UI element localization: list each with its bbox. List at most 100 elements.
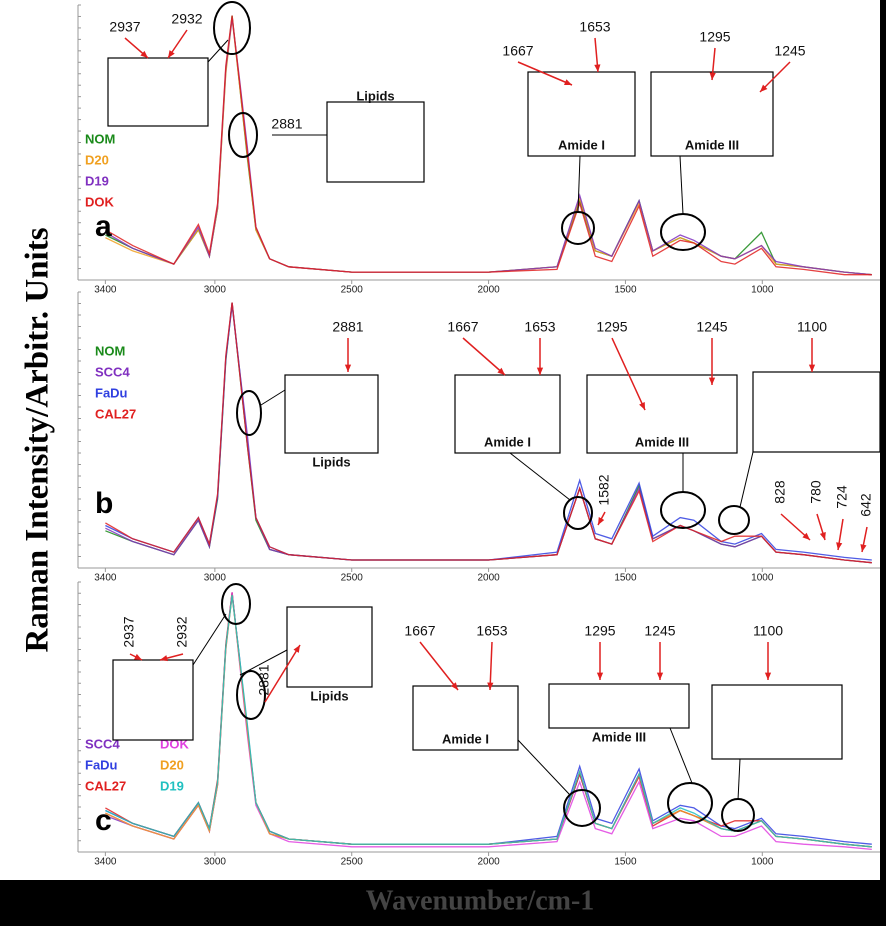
peak-arrowhead	[802, 532, 810, 540]
connector	[239, 649, 288, 676]
inset-box	[112, 659, 194, 741]
peak-label: 2937	[121, 616, 137, 647]
inset-box	[284, 374, 379, 454]
x-axis-label: Wavenumber/cm-1	[366, 885, 595, 916]
peak-arrowhead	[860, 544, 867, 552]
connector	[509, 452, 571, 501]
panel-label: a	[95, 210, 112, 243]
peak-arrowhead	[293, 645, 300, 653]
peak-label: 724	[834, 485, 850, 509]
inset-box	[286, 606, 373, 688]
connector	[517, 739, 571, 796]
peak-arrow	[517, 61, 573, 86]
inset-box	[752, 371, 881, 453]
peak-label: 1582	[596, 474, 612, 505]
peak-arrowhead	[344, 364, 352, 372]
peak-arrowhead	[656, 672, 664, 680]
highlight-circle	[213, 1, 251, 55]
inset-label: Amide III	[635, 434, 689, 449]
x-tick-label: 3000	[204, 285, 227, 296]
panel-label: b	[95, 487, 113, 520]
x-tick-label: 1500	[614, 285, 637, 296]
peak-label: 1653	[579, 19, 610, 35]
y-axis-label: Raman Intensity/Arbitr. Units	[20, 227, 56, 652]
peak-arrowhead	[708, 377, 716, 385]
highlight-circle	[236, 670, 266, 720]
highlight-circle	[667, 782, 713, 824]
x-tick-label: 1500	[614, 857, 637, 868]
x-tick-label: 2000	[477, 573, 500, 584]
highlight-circle	[563, 789, 601, 827]
peak-arrowhead	[487, 682, 494, 690]
x-tick-label: 2500	[341, 285, 364, 296]
inset-box	[412, 685, 519, 751]
x-tick-label: 1500	[614, 573, 637, 584]
peak-arrowhead	[760, 84, 768, 92]
x-tick-label: 3400	[94, 857, 117, 868]
legend-entry: SCC4	[95, 364, 130, 379]
x-tick-label: 2500	[341, 573, 364, 584]
peak-label: 1653	[524, 319, 555, 335]
peak-arrowhead	[564, 79, 572, 85]
legend-entry: SCC4	[85, 736, 120, 751]
peak-arrowhead	[168, 50, 175, 58]
legend-entry: D19	[160, 778, 184, 793]
inset-label: Amide I	[442, 731, 489, 746]
inset-box	[650, 71, 774, 157]
x-tick-label: 2000	[477, 285, 500, 296]
highlight-circle	[718, 505, 750, 535]
legend-entry: D20	[85, 152, 109, 167]
peak-label: 2932	[171, 11, 202, 27]
peak-arrowhead	[836, 542, 843, 550]
inset-label: Amide III	[685, 137, 739, 152]
inset-box	[548, 683, 690, 729]
peak-label: 1295	[584, 623, 615, 639]
peak-label: 1245	[696, 319, 727, 335]
highlight-circle	[236, 390, 262, 436]
peak-label: 1667	[447, 319, 478, 335]
peak-label: 1295	[699, 29, 730, 45]
peak-arrowhead	[709, 72, 716, 80]
inset-label: Amide I	[484, 434, 531, 449]
peak-label: 1667	[502, 43, 533, 59]
peak-arrowhead	[160, 655, 168, 662]
peak-arrowhead	[598, 517, 605, 525]
inset-label: Lipids	[310, 688, 348, 703]
inset-box	[107, 57, 209, 127]
peak-arrow	[611, 337, 646, 411]
connector	[739, 451, 754, 508]
peak-label: 1245	[774, 43, 805, 59]
connector	[260, 389, 286, 406]
peak-label: 828	[772, 480, 788, 504]
inset-label: Amide I	[558, 137, 605, 152]
spectrum-line	[105, 594, 872, 848]
legend-entry: NOM	[95, 343, 125, 358]
peak-arrowhead	[536, 367, 544, 375]
peak-label: 2881	[256, 664, 272, 695]
peak-arrow	[419, 641, 459, 691]
connector	[207, 39, 229, 63]
x-tick-label: 1000	[751, 573, 774, 584]
peak-arrow	[462, 337, 506, 376]
inset-label: Lipids	[312, 454, 350, 469]
legend-entry: CAL27	[85, 778, 126, 793]
peak-arrowhead	[594, 64, 601, 72]
peak-label: 780	[808, 480, 824, 504]
legend-entry: FaDu	[85, 757, 118, 772]
peak-arrowhead	[140, 50, 148, 58]
legend-entry: NOM	[85, 131, 115, 146]
highlight-circle	[221, 583, 251, 625]
inset-box	[586, 374, 738, 454]
connector	[669, 727, 693, 784]
x-tick-label: 3000	[204, 857, 227, 868]
peak-arrowhead	[764, 672, 772, 680]
x-tick-label: 2000	[477, 857, 500, 868]
x-tick-label: 3400	[94, 285, 117, 296]
peak-arrowhead	[808, 364, 816, 372]
inset-label: Lipids	[356, 88, 394, 103]
legend-entry: CAL27	[95, 406, 136, 421]
inset-box	[326, 101, 425, 183]
peak-label: 1667	[404, 623, 435, 639]
